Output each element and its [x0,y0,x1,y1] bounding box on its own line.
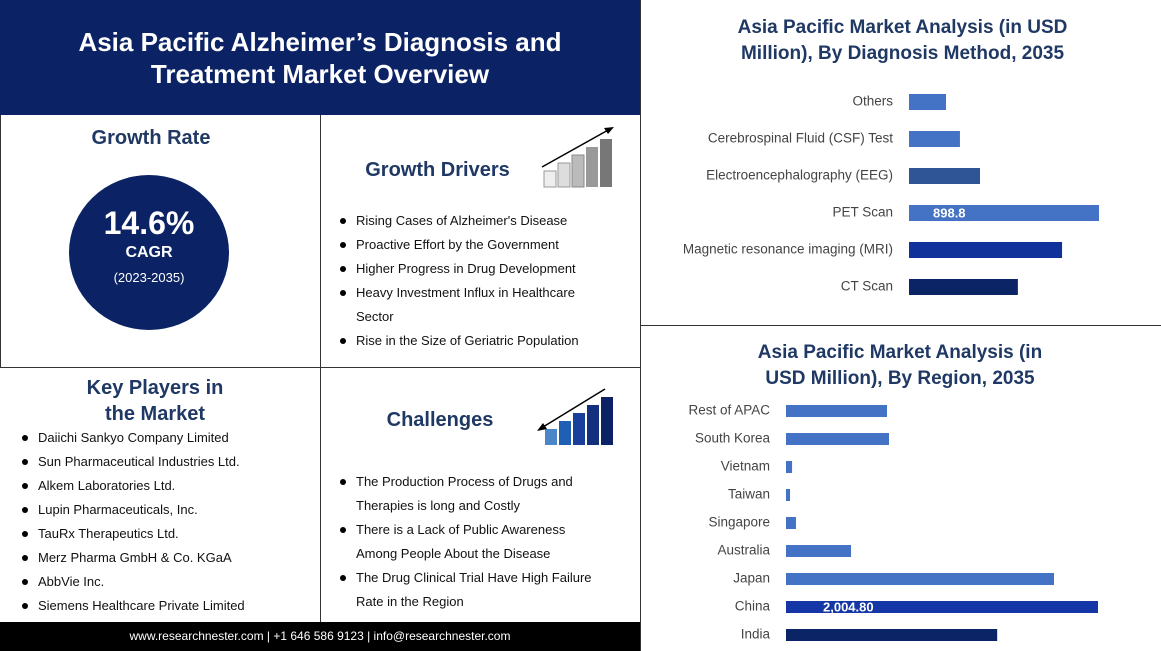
list-item: Alkem Laboratories Ltd. [18,474,318,498]
chart-title: Asia Pacific Market Analysis (in USD Mil… [737,17,1068,64]
list-item: The Production Process of Drugs and Ther… [336,470,596,518]
list-item: Siemens Healthcare Private Limited [18,594,318,618]
category-label: India [741,627,771,642]
growth-rate-panel: Growth Rate 14.6% CAGR (2023-2035) [0,115,321,368]
chart-title: Asia Pacific Market Analysis (in USD Mil… [757,342,1043,389]
divider [640,325,1161,326]
list-item: Heavy Investment Influx in Healthcare Se… [336,281,616,329]
list-item: TauRx Therapeutics Ltd. [18,522,318,546]
list-item: Merz Pharma GmbH & Co. KGaA [18,546,318,570]
bar [909,279,1018,295]
list-item: Higher Progress in Drug Development [336,257,616,281]
list-item: Rise in the Size of Geriatric Population [336,329,616,353]
bar [786,461,793,473]
list-item: Proactive Effort by the Government [336,233,616,257]
bar [909,242,1063,258]
drivers-list: Rising Cases of Alzheimer's Disease Proac… [336,209,616,353]
category-label: Rest of APAC [688,403,770,418]
cagr-period: (2023-2035) [113,270,185,285]
header-title: Asia Pacific Alzheimer’s Diagnosis and T… [78,26,562,89]
growth-drivers-panel: Growth Drivers Rising Cases of Alzheimer… [320,115,640,368]
challenges-panel: Challenges The Production Process of Dru… [320,367,640,622]
list-item: Daiichi Sankyo Company Limited [18,426,318,450]
category-label: South Korea [695,431,771,446]
category-label: Magnetic resonance imaging (MRI) [683,242,893,257]
bar [786,405,888,417]
list-item: Lupin Pharmaceuticals, Inc. [18,498,318,522]
category-label: PET Scan [832,205,893,220]
chart: Rest of APAC South Korea Vietnam Taiwan Sing… [688,403,1098,642]
value-label: 2,004.80 [823,599,874,614]
list-item: Sun Pharmaceutical Industries Ltd. [18,450,318,474]
bar [909,168,981,184]
category-label: Electroencephalography (EEG) [706,168,893,183]
bar [909,131,960,147]
category-label: Australia [717,543,770,558]
bar [786,629,998,641]
footer: www.researchnester.com | +1 646 586 9123… [0,622,640,651]
players-list: Daiichi Sankyo Company Limited Sun Pharma… [18,426,318,618]
value-label: 898.8 [933,205,966,220]
key-players-panel: Key Players in the Market Daiichi Sankyo… [0,367,321,622]
challenges-list: The Production Process of Drugs and Ther… [336,470,596,614]
bar [786,433,890,445]
bar [786,601,1098,613]
category-label: China [735,599,771,614]
category-label: Vietnam [721,459,770,474]
growth-icon [541,127,614,188]
category-label: Taiwan [728,487,770,502]
category-label: CT Scan [841,279,893,294]
bar [909,205,1099,221]
bar [786,489,791,501]
list-item: The Drug Clinical Trial Have High Failur… [336,566,596,614]
growth-drivers-heading: Growth Drivers [365,159,510,181]
category-label: Cerebrospinal Fluid (CSF) Test [708,131,893,146]
chart: Others Cerebrospinal Fluid (CSF) Test Elec… [683,94,1099,295]
list-item: There is a Lack of Public Awareness Amon… [336,518,596,566]
list-item: AbbVie Inc. [18,570,318,594]
list-item: Rising Cases of Alzheimer's Disease [336,209,616,233]
challenges-heading: Challenges [386,409,494,431]
header: Asia Pacific Alzheimer’s Diagnosis and T… [0,0,640,115]
cagr-value: 14.6% [103,205,195,241]
bar [786,545,852,557]
category-label: Japan [733,571,770,586]
bar [786,517,796,529]
bar [909,94,946,110]
category-label: Others [852,94,893,109]
key-players-heading: Key Players in the Market [86,377,224,425]
cagr-label: CAGR [125,244,173,261]
growth-rate-heading: Growth Rate [91,127,211,149]
cagr-circle: 14.6% CAGR (2023-2035) [69,175,229,330]
category-label: Singapore [708,515,770,530]
bar [786,573,1054,585]
challenges-icon [537,388,613,445]
